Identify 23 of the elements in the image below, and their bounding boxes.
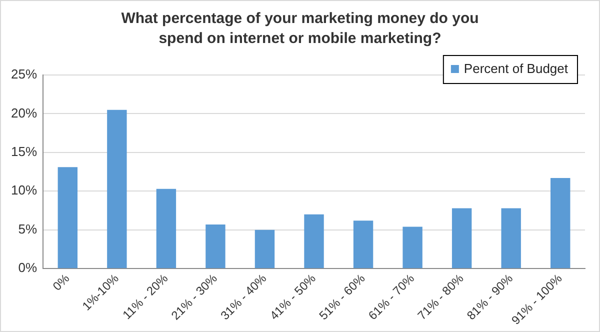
bar: [402, 226, 422, 268]
bar: [550, 178, 570, 268]
x-tick-label: 0%: [50, 271, 72, 294]
y-tick-label: 25%: [10, 66, 38, 82]
bar: [254, 230, 275, 268]
legend-label: Percent of Budget: [464, 61, 568, 76]
y-tick-label: 20%: [10, 105, 38, 120]
bar: [452, 208, 472, 268]
bar: [353, 220, 374, 268]
bar: [501, 208, 521, 268]
y-tick-label: 0%: [18, 260, 38, 276]
x-tick-label: 31% - 40%: [218, 271, 270, 323]
bar: [206, 224, 226, 268]
bar: [156, 188, 176, 268]
y-tick-label: 15%: [10, 144, 38, 160]
x-tick-label: 51% - 60%: [316, 271, 368, 323]
y-tick-label: 5%: [18, 221, 38, 236]
x-tick-label: 61% - 70%: [366, 271, 418, 323]
bar: [304, 214, 324, 268]
bar: [107, 110, 127, 268]
chart-title: What percentage of your marketing money do you spend on internet or mobile marketing?: [120, 9, 480, 49]
bar: [58, 167, 78, 268]
y-tick-label: 10%: [10, 182, 38, 198]
